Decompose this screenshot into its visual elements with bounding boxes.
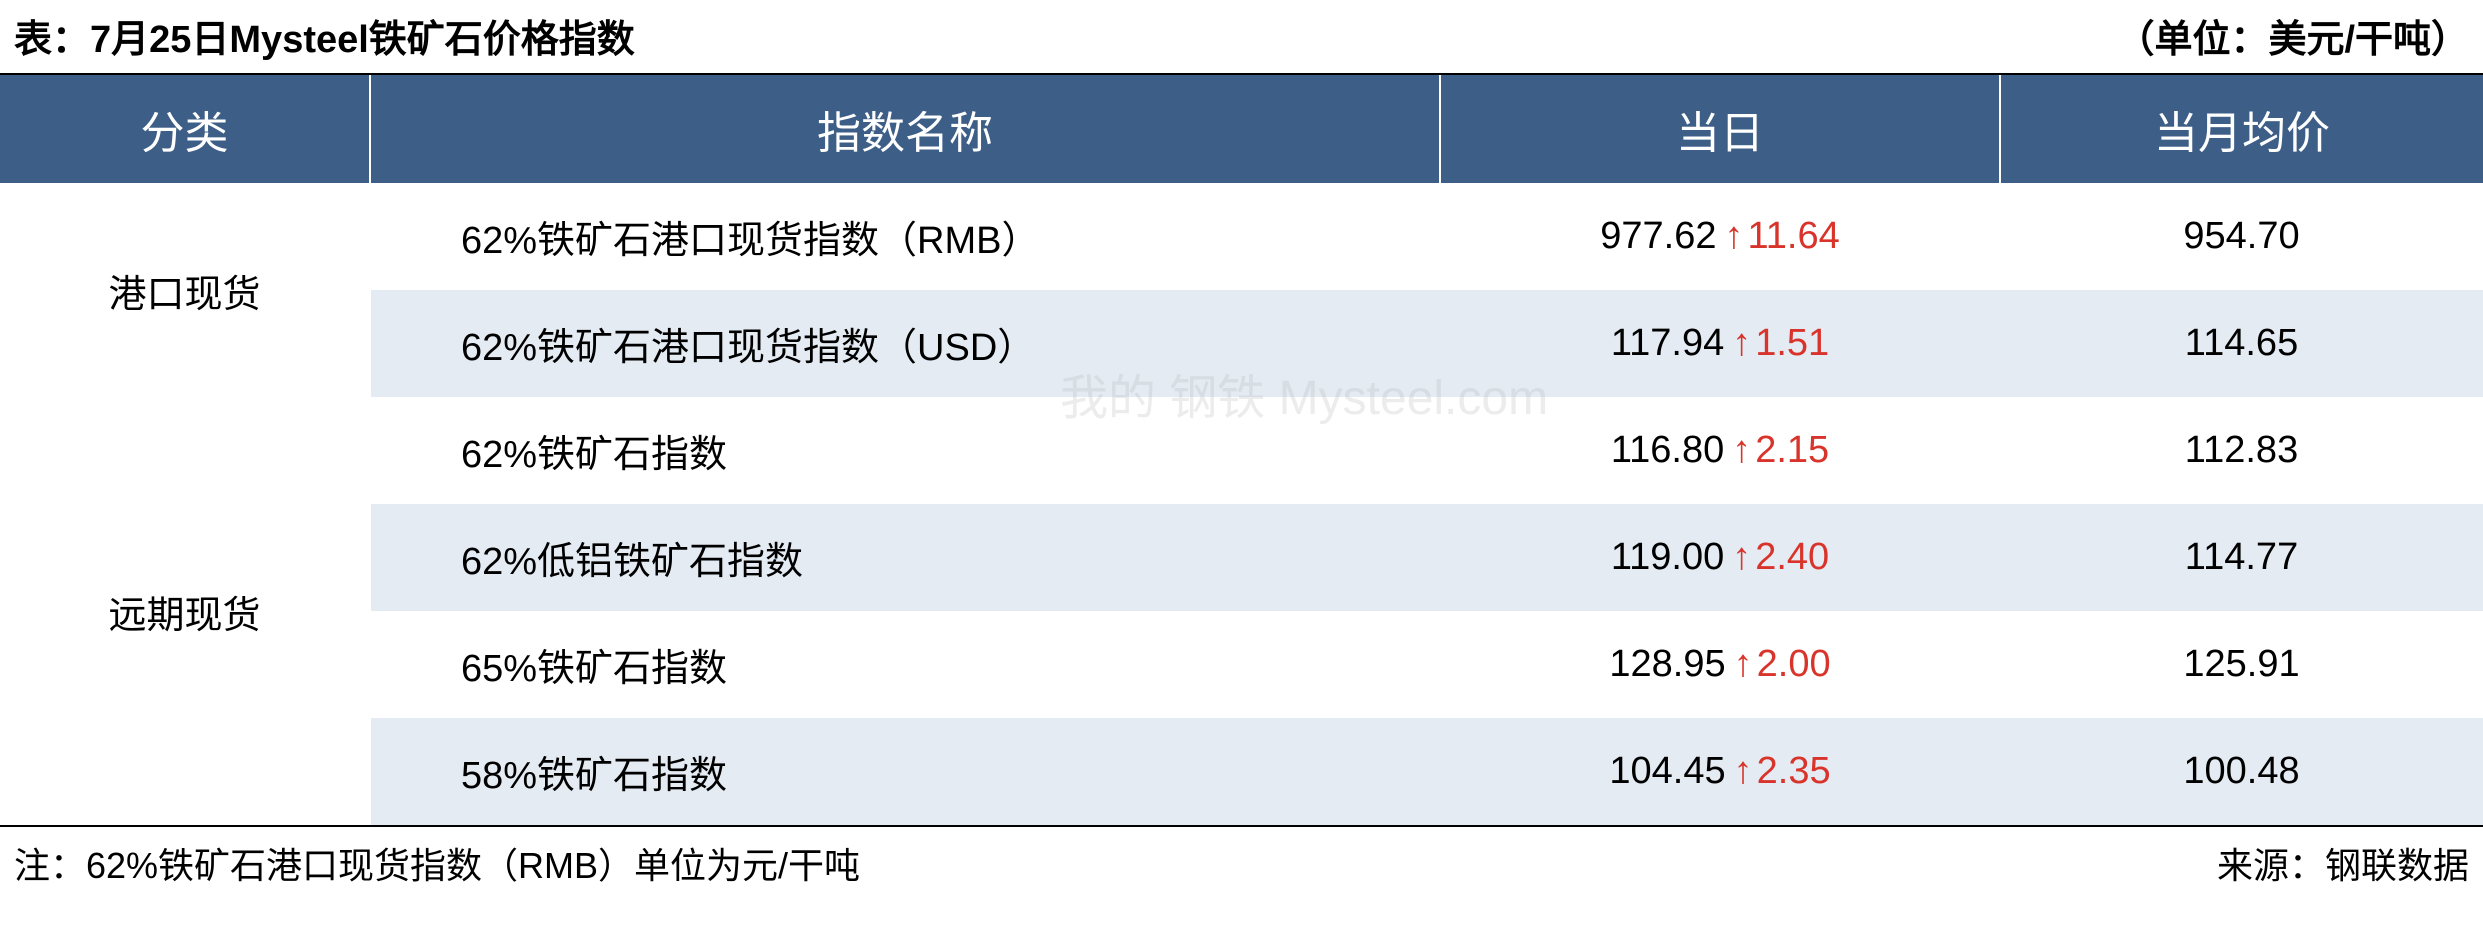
month-avg-cell: 112.83 bbox=[2000, 397, 2483, 504]
month-avg-cell: 114.77 bbox=[2000, 504, 2483, 611]
month-avg-cell: 100.48 bbox=[2000, 718, 2483, 825]
day-value: 104.45 bbox=[1609, 750, 1725, 792]
day-value: 116.80 bbox=[1611, 429, 1724, 471]
index-name-cell: 62%铁矿石指数 bbox=[370, 397, 1440, 504]
up-arrow-icon: ↑ bbox=[1734, 750, 1753, 792]
month-avg-cell: 954.70 bbox=[2000, 183, 2483, 290]
col-index-name: 指数名称 bbox=[370, 75, 1440, 183]
col-month-avg: 当月均价 bbox=[2000, 75, 2483, 183]
index-name-cell: 62%铁矿石港口现货指数（RMB） bbox=[370, 183, 1440, 290]
delta-value: 2.40 bbox=[1755, 536, 1829, 578]
table-row: 65%铁矿石指数128.95↑2.00125.91 bbox=[0, 611, 2483, 718]
day-value: 977.62 bbox=[1600, 215, 1716, 257]
day-value-cell: 977.62↑11.64 bbox=[1440, 183, 2000, 290]
header-row: 分类 指数名称 当日 当月均价 bbox=[0, 75, 2483, 183]
col-category: 分类 bbox=[0, 75, 370, 183]
col-day: 当日 bbox=[1440, 75, 2000, 183]
table-row: 58%铁矿石指数104.45↑2.35100.48 bbox=[0, 718, 2483, 825]
day-value-cell: 119.00↑2.40 bbox=[1440, 504, 2000, 611]
delta-value: 2.15 bbox=[1755, 429, 1829, 471]
day-value: 119.00 bbox=[1611, 536, 1724, 578]
day-value-cell: 104.45↑2.35 bbox=[1440, 718, 2000, 825]
month-avg-cell: 114.65 bbox=[2000, 290, 2483, 397]
table-body: 港口现货62%铁矿石港口现货指数（RMB）977.62↑11.64954.706… bbox=[0, 183, 2483, 825]
up-arrow-icon: ↑ bbox=[1724, 215, 1743, 257]
delta-value: 1.51 bbox=[1755, 322, 1829, 364]
delta-value: 2.35 bbox=[1757, 750, 1831, 792]
footer-note: 注：62%铁矿石港口现货指数（RMB）单位为元/干吨 bbox=[14, 837, 860, 889]
index-name-cell: 58%铁矿石指数 bbox=[370, 718, 1440, 825]
index-name-cell: 62%铁矿石港口现货指数（USD） bbox=[370, 290, 1440, 397]
category-cell: 远期现货 bbox=[0, 397, 370, 825]
day-value-cell: 116.80↑2.15 bbox=[1440, 397, 2000, 504]
footer-source: 来源：钢联数据 bbox=[2217, 837, 2469, 889]
delta-value: 11.64 bbox=[1747, 215, 1839, 257]
title-bar: 表：7月25日Mysteel铁矿石价格指数 （单位：美元/干吨） bbox=[0, 0, 2483, 75]
day-value: 117.94 bbox=[1611, 322, 1724, 364]
footer-bar: 注：62%铁矿石港口现货指数（RMB）单位为元/干吨 来源：钢联数据 bbox=[0, 825, 2483, 901]
table-row: 62%低铝铁矿石指数119.00↑2.40114.77 bbox=[0, 504, 2483, 611]
delta-value: 2.00 bbox=[1757, 643, 1831, 685]
up-arrow-icon: ↑ bbox=[1732, 322, 1751, 364]
day-value-cell: 128.95↑2.00 bbox=[1440, 611, 2000, 718]
month-avg-cell: 125.91 bbox=[2000, 611, 2483, 718]
day-value: 128.95 bbox=[1609, 643, 1725, 685]
day-value-cell: 117.94↑1.51 bbox=[1440, 290, 2000, 397]
price-index-table: 表：7月25日Mysteel铁矿石价格指数 （单位：美元/干吨） 分类 指数名称… bbox=[0, 0, 2483, 901]
data-table: 分类 指数名称 当日 当月均价 港口现货62%铁矿石港口现货指数（RMB）977… bbox=[0, 75, 2483, 825]
index-name-cell: 62%低铝铁矿石指数 bbox=[370, 504, 1440, 611]
table-row: 港口现货62%铁矿石港口现货指数（RMB）977.62↑11.64954.70 bbox=[0, 183, 2483, 290]
index-name-cell: 65%铁矿石指数 bbox=[370, 611, 1440, 718]
table-unit: （单位：美元/干吨） bbox=[2116, 8, 2469, 63]
table-title: 表：7月25日Mysteel铁矿石价格指数 bbox=[14, 8, 635, 63]
up-arrow-icon: ↑ bbox=[1732, 536, 1751, 578]
category-cell: 港口现货 bbox=[0, 183, 370, 397]
up-arrow-icon: ↑ bbox=[1734, 643, 1753, 685]
table-row: 62%铁矿石港口现货指数（USD）117.94↑1.51114.65 bbox=[0, 290, 2483, 397]
up-arrow-icon: ↑ bbox=[1732, 429, 1751, 471]
table-row: 远期现货62%铁矿石指数116.80↑2.15112.83 bbox=[0, 397, 2483, 504]
